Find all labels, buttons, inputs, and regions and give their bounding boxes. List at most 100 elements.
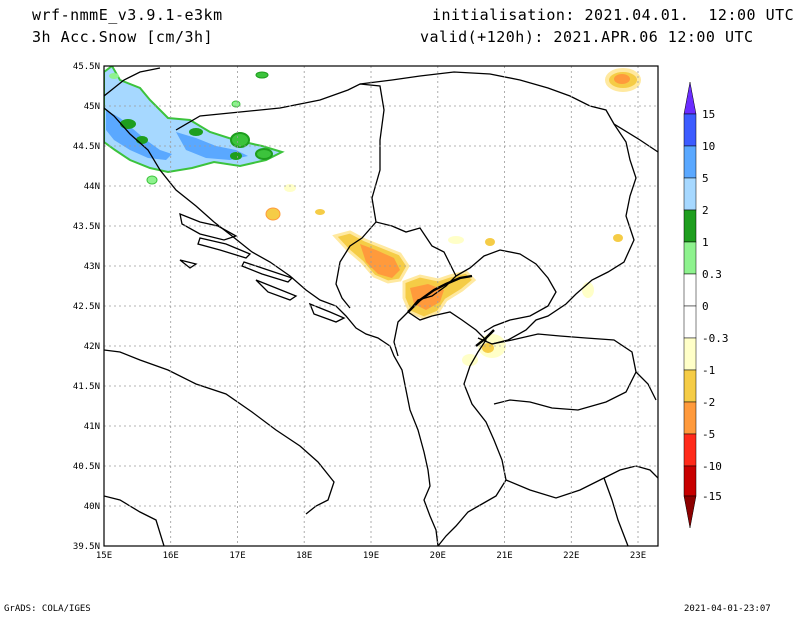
thick-border-segment — [407, 274, 473, 313]
colorbar-swatch — [683, 273, 697, 307]
colorbar-swatch — [683, 113, 697, 147]
snow-green-patch — [230, 152, 242, 160]
colorbar-bottom-arrow — [683, 495, 697, 529]
lat-tick-label: 42.5N — [73, 302, 100, 312]
snow-green-patch — [255, 71, 269, 79]
lon-tick-label: 20E — [430, 551, 446, 561]
snow-green-patch — [120, 119, 136, 129]
colorbar-label: 15 — [702, 108, 715, 121]
colorbar-swatch — [683, 241, 697, 275]
adriatic-coast-north — [104, 107, 439, 546]
snow-yellow-patch — [482, 343, 494, 353]
greece-border — [635, 371, 657, 401]
lon-tick-label: 15E — [96, 551, 112, 561]
colorbar-label: 2 — [702, 204, 709, 217]
lon-tick-label: 23E — [630, 551, 646, 561]
lat-ticks: 45.5N 45N 44.5N 44N 43.5N 43N 42.5N 42N … — [73, 62, 100, 552]
footer-right: 2021-04-01-23:07 — [684, 604, 771, 614]
lon-tick-label: 19E — [363, 551, 379, 561]
island — [179, 259, 198, 269]
model-title: wrf-nmmE_v3.9.1-e3km — [32, 6, 223, 24]
italy-coast-south — [104, 495, 165, 546]
lat-tick-label: 39.5N — [73, 542, 100, 552]
snow-yellow-patch — [284, 184, 296, 192]
colorbar-label: 0.3 — [702, 268, 722, 281]
lat-tick-label: 43.5N — [73, 222, 100, 232]
colorbar-label: -15 — [702, 490, 722, 503]
colorbar-label: -10 — [702, 460, 722, 473]
bulgaria-border — [613, 123, 658, 153]
lat-tick-label: 41N — [84, 422, 100, 432]
colorbar-swatch — [683, 145, 697, 179]
colorbar-swatch — [683, 305, 697, 339]
colorbar-swatch — [683, 337, 697, 371]
map-frame — [103, 65, 659, 547]
lat-tick-label: 45N — [84, 102, 100, 112]
lat-tick-label: 43N — [84, 262, 100, 272]
serbia-border — [359, 71, 637, 345]
island — [197, 237, 252, 259]
colorbar-label: 5 — [702, 172, 709, 185]
snow-blue-core-2 — [176, 132, 248, 160]
snow-orange-core — [360, 244, 400, 278]
colorbar-label: -1 — [702, 364, 715, 377]
colorbar-label: 1 — [702, 236, 709, 249]
snow-green-patch — [189, 128, 203, 136]
lat-tick-label: 44N — [84, 182, 100, 192]
colorbar-label: -5 — [702, 428, 715, 441]
snow-green-patch — [231, 100, 241, 108]
colorbar-swatch — [683, 465, 697, 497]
lat-tick-label: 40.5N — [73, 462, 100, 472]
greece-coast-2 — [603, 477, 629, 546]
lon-tick-label: 16E — [163, 551, 179, 561]
colorbar-label: 0 — [702, 300, 709, 313]
croatia-border-inner — [104, 67, 161, 97]
snow-yellow-patch — [448, 236, 464, 244]
colorbar-swatch — [683, 177, 697, 211]
kosovo-border — [455, 249, 557, 333]
coastlines-borders — [104, 67, 658, 546]
lon-tick-label: 17E — [229, 551, 245, 561]
italy-coast — [104, 349, 335, 515]
albania-border — [407, 311, 507, 546]
colorbar-label: -2 — [702, 396, 715, 409]
footer-left: GrADS: COLA/IGES — [4, 604, 91, 614]
snow-yellow-patch — [582, 282, 594, 298]
lat-tick-label: 45.5N — [73, 62, 100, 72]
bosnia-border — [175, 83, 457, 277]
snow-yellow-patch — [265, 207, 281, 221]
snow-green-patch — [136, 136, 148, 144]
grid-lines — [104, 66, 658, 546]
lat-tick-label: 44.5N — [73, 142, 100, 152]
thick-borders — [407, 274, 495, 347]
lon-tick-label: 22E — [563, 551, 579, 561]
colorbar: 15 10 5 2 1 0.3 0 -0.3 -1 -2 -5 -10 -15 — [683, 81, 729, 529]
thick-border-segment — [475, 329, 495, 347]
island — [308, 302, 346, 323]
colorbar-swatch — [683, 369, 697, 403]
snow-yellow-patch — [315, 209, 325, 215]
snow-yellow-patch — [614, 74, 630, 84]
snow-green-patch — [255, 148, 273, 160]
snow-yellow-patch — [613, 234, 623, 242]
lat-tick-label: 40N — [84, 502, 100, 512]
snow-yellow-patch — [485, 238, 495, 246]
island — [255, 279, 298, 301]
island — [241, 261, 294, 283]
lat-tick-label: 41.5N — [73, 382, 100, 392]
snow-green-patch — [146, 175, 158, 185]
colorbar-swatch — [683, 401, 697, 435]
valid-time: valid(+120h): 2021.APR.06 12:00 UTC — [420, 28, 754, 46]
montenegro-border — [335, 221, 377, 309]
snow-field — [104, 66, 641, 366]
field-title: 3h Acc.Snow [cm/3h] — [32, 28, 214, 46]
colorbar-swatch — [683, 209, 697, 243]
lon-tick-label: 18E — [296, 551, 312, 561]
lat-tick-label: 42N — [84, 342, 100, 352]
colorbar-top-arrow — [683, 81, 697, 115]
colorbar-label: -0.3 — [702, 332, 729, 345]
snow-green-patch — [230, 132, 250, 148]
init-time: initialisation: 2021.04.01. 12:00 UTC — [432, 6, 795, 24]
colorbar-label: 10 — [702, 140, 715, 153]
